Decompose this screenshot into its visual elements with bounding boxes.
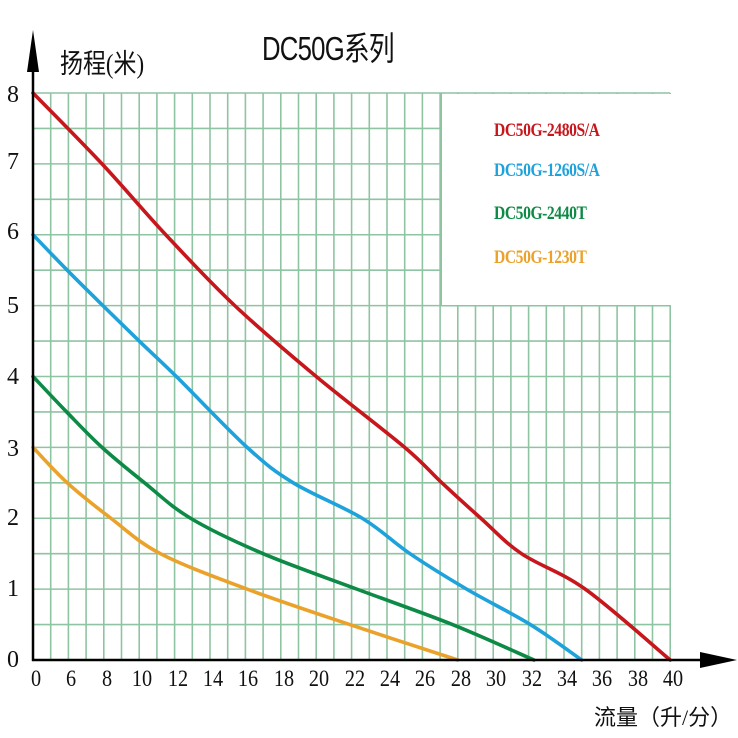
x-tick: 6 [66, 666, 77, 691]
legend: DC50G-2480S/A DC50G-1260S/A DC50G-2440T … [442, 94, 671, 305]
legend-item-1230t: DC50G-1230T [494, 247, 587, 268]
y-tick: 7 [7, 149, 19, 175]
x-tick: 38 [627, 666, 648, 691]
legend-item-1260sa: DC50G-1260S/A [494, 160, 600, 181]
y-tick: 1 [7, 576, 19, 602]
x-axis-title: 流量（升/分） [594, 705, 733, 730]
x-tick: 8 [101, 666, 112, 691]
y-tick: 3 [7, 436, 19, 462]
x-tick: 0 [30, 666, 42, 691]
chart-title: DC50G系列 [262, 30, 395, 67]
series-line-dc50g-2480s-a [31, 91, 672, 662]
legend-item-2440t: DC50G-2440T [494, 203, 587, 224]
x-tick: 40 [663, 666, 684, 691]
y-axis-arrow-icon [27, 30, 39, 72]
x-tick: 18 [273, 666, 294, 691]
x-tick: 36 [592, 666, 613, 691]
x-tick: 34 [556, 666, 578, 691]
x-tick: 24 [379, 666, 401, 691]
series-curves [31, 91, 672, 662]
y-tick: 8 [7, 82, 19, 108]
x-tick: 14 [202, 666, 224, 691]
x-tick: 32 [521, 666, 542, 691]
x-tick: 20 [309, 666, 330, 691]
y-axis-title: 扬程(米) [60, 49, 145, 79]
x-axis-arrow-icon [700, 652, 737, 668]
y-tick: 4 [7, 364, 19, 390]
y-tick: 0 [7, 647, 19, 673]
y-tick: 2 [7, 505, 19, 531]
y-tick: 5 [7, 293, 19, 319]
x-tick: 22 [344, 666, 365, 691]
x-tick: 10 [132, 666, 153, 691]
x-tick: 30 [486, 666, 507, 691]
legend-item-2480sa: DC50G-2480S/A [494, 120, 600, 141]
y-tick: 6 [7, 219, 19, 245]
x-tick: 12 [167, 666, 188, 691]
series-line-dc50g-2440t [31, 374, 536, 662]
series-line-dc50g-1230t [31, 445, 460, 662]
x-tick: 26 [415, 666, 436, 691]
series-line-dc50g-1260s-a [31, 232, 584, 662]
x-tick: 28 [450, 666, 471, 691]
x-tick: 16 [238, 666, 259, 691]
legend-box-border [440, 93, 671, 307]
